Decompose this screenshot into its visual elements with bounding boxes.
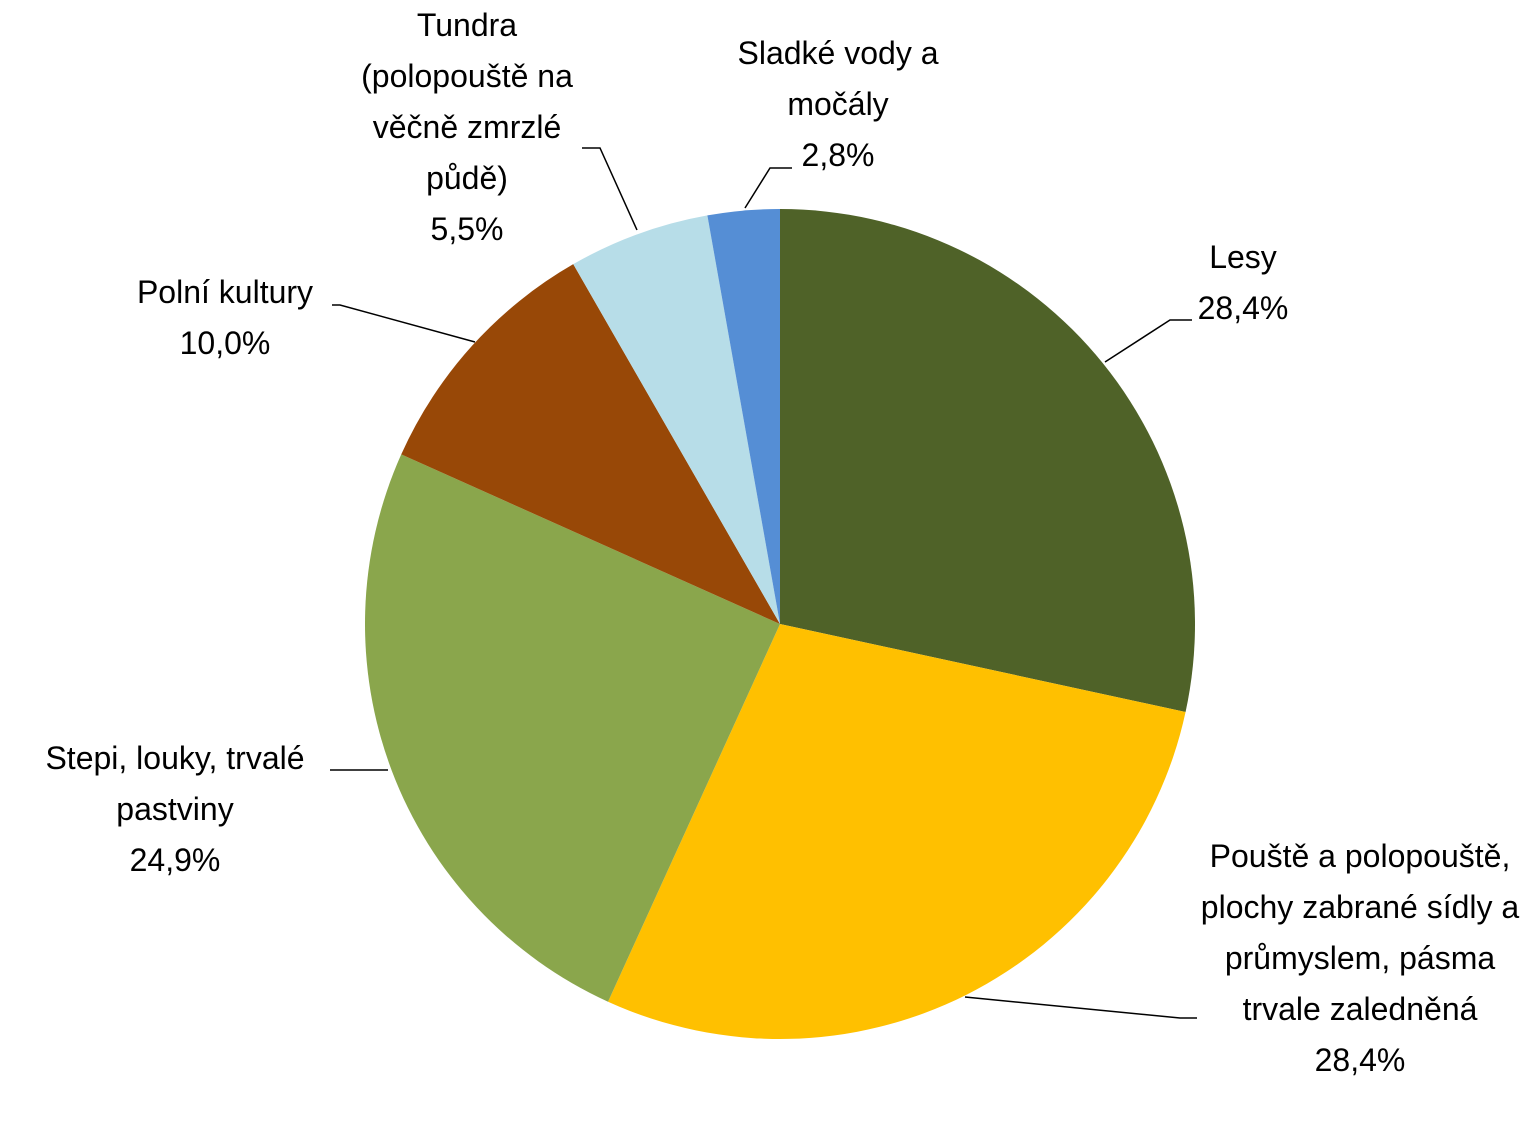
category-name: Lesy [1209, 239, 1277, 275]
category-name: Stepi, louky, trvalé pastviny [45, 740, 305, 827]
slice-label: Sladké vody a močály 2,8% [713, 28, 963, 181]
pie-slice [707, 209, 780, 624]
value-label: 2,8% [801, 137, 875, 173]
value-label: 28,4% [1314, 1042, 1406, 1078]
value-label: 5,5% [430, 211, 504, 247]
pie-slice [365, 454, 780, 1002]
leader-line [332, 304, 476, 343]
pie-slice [780, 209, 1196, 712]
pie-slice [573, 215, 780, 624]
category-name: Polní kultury [136, 274, 314, 310]
value-label: 10,0% [179, 325, 271, 361]
value-label: 24,9% [129, 842, 221, 878]
category-name: Pouště a polopouště, plochy zabrané sídl… [1200, 838, 1520, 1027]
pie-slice [401, 264, 780, 624]
slice-label: Stepi, louky, trvalé pastviny 24,9% [10, 733, 340, 886]
value-label: 28,4% [1197, 290, 1289, 326]
pie-slice [608, 624, 1186, 1039]
leader-line [1104, 319, 1192, 363]
category-name: Sladké vody a močály [737, 35, 939, 122]
slice-label: Lesy 28,4% [1143, 232, 1343, 334]
slice-label: Polní kultury 10,0% [105, 267, 345, 369]
slice-label: Pouště a polopouště, plochy zabrané sídl… [1190, 831, 1530, 1086]
slice-label: Tundra (polopouště na věčně zmrzlé půdě)… [332, 0, 602, 255]
leader-line [744, 167, 792, 209]
leader-line [582, 147, 638, 231]
leader-line [964, 996, 1197, 1019]
category-name: Tundra (polopouště na věčně zmrzlé půdě) [361, 7, 573, 196]
